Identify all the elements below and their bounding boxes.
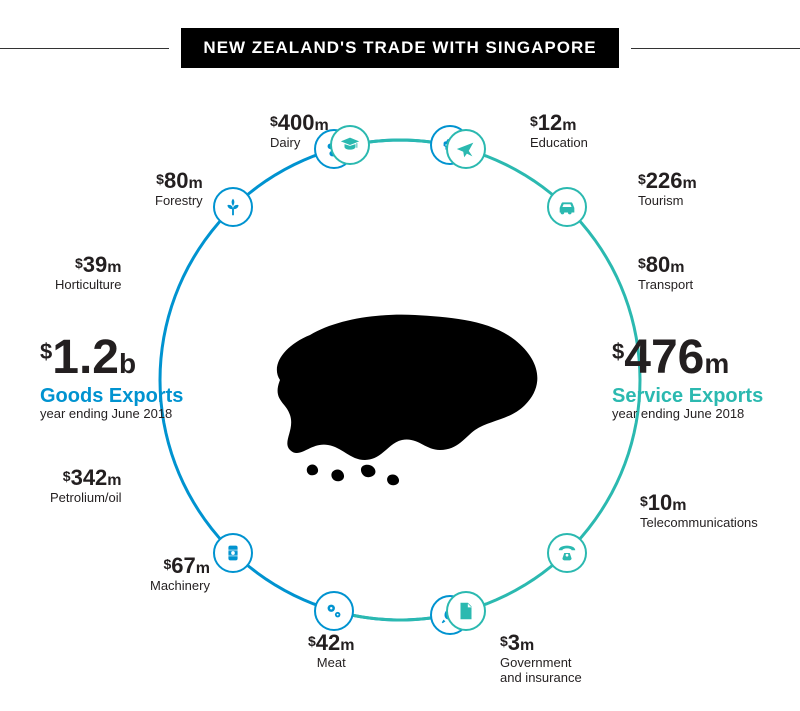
category-name: Education xyxy=(530,136,588,151)
services-summary: $476m Service Exports year ending June 2… xyxy=(612,332,763,421)
amount: $226m xyxy=(638,168,697,193)
summary-subtitle: year ending June 2018 xyxy=(612,407,763,421)
label-transport: $80m Transport xyxy=(638,252,693,293)
amount: $12m xyxy=(530,110,588,135)
category-name: Machinery xyxy=(150,579,210,594)
label-petrolium-oil: $342m Petrolium/oil xyxy=(50,465,122,506)
category-name: Tourism xyxy=(638,194,697,209)
diagram-stage: $400m Dairy $80m Forestry $39m Horticult… xyxy=(0,80,800,700)
category-name: Telecommunications xyxy=(640,516,758,531)
gears-icon xyxy=(323,600,345,622)
node-tourism xyxy=(446,129,486,169)
singapore-map xyxy=(240,265,560,495)
plane-icon xyxy=(455,138,477,160)
amount: $10m xyxy=(640,490,758,515)
phone-icon xyxy=(556,542,578,564)
category-name: Governmentand insurance xyxy=(500,656,582,686)
car-icon xyxy=(556,196,578,218)
header-rule-left xyxy=(0,48,169,49)
node-government-and-insurance xyxy=(446,591,486,631)
header-title: NEW ZEALAND'S TRADE WITH SINGAPORE xyxy=(181,28,618,68)
label-tourism: $226m Tourism xyxy=(638,168,697,209)
plant-icon xyxy=(222,196,244,218)
node-transport xyxy=(547,187,587,227)
header-rule-right xyxy=(631,48,800,49)
amount: $342m xyxy=(50,465,122,490)
label-government-and-insurance: $3m Governmentand insurance xyxy=(500,630,582,686)
header-bar: NEW ZEALAND'S TRADE WITH SINGAPORE xyxy=(0,28,800,68)
amount: $42m xyxy=(308,630,355,655)
doc-icon xyxy=(455,600,477,622)
node-horticulture xyxy=(213,187,253,227)
label-meat: $42m Meat xyxy=(308,630,355,671)
barrel-icon xyxy=(222,542,244,564)
label-education: $12m Education xyxy=(530,110,588,151)
node-telecommunications xyxy=(547,533,587,573)
amount: $67m xyxy=(150,553,210,578)
category-name: Horticulture xyxy=(55,278,121,293)
amount: $3m xyxy=(500,630,582,655)
label-machinery: $67m Machinery xyxy=(150,553,210,594)
node-machinery xyxy=(314,591,354,631)
category-name: Petrolium/oil xyxy=(50,491,122,506)
node-education xyxy=(330,125,370,165)
label-horticulture: $39m Horticulture xyxy=(55,252,121,293)
amount: $400m xyxy=(270,110,329,135)
goods-summary: $1.2b Goods Exports year ending June 201… xyxy=(40,332,183,421)
category-name: Transport xyxy=(638,278,693,293)
amount: $39m xyxy=(55,252,121,277)
label-telecommunications: $10m Telecommunications xyxy=(640,490,758,531)
category-name: Forestry xyxy=(155,194,203,209)
summary-subtitle: year ending June 2018 xyxy=(40,407,183,421)
summary-title: Service Exports xyxy=(612,385,763,407)
gradcap-icon xyxy=(339,134,361,156)
summary-amount: $1.2b xyxy=(40,332,183,385)
label-forestry: $80m Forestry xyxy=(155,168,203,209)
category-name: Meat xyxy=(308,656,355,671)
node-petrolium-oil xyxy=(213,533,253,573)
amount: $80m xyxy=(155,168,203,193)
summary-amount: $476m xyxy=(612,332,763,385)
summary-title: Goods Exports xyxy=(40,385,183,407)
amount: $80m xyxy=(638,252,693,277)
